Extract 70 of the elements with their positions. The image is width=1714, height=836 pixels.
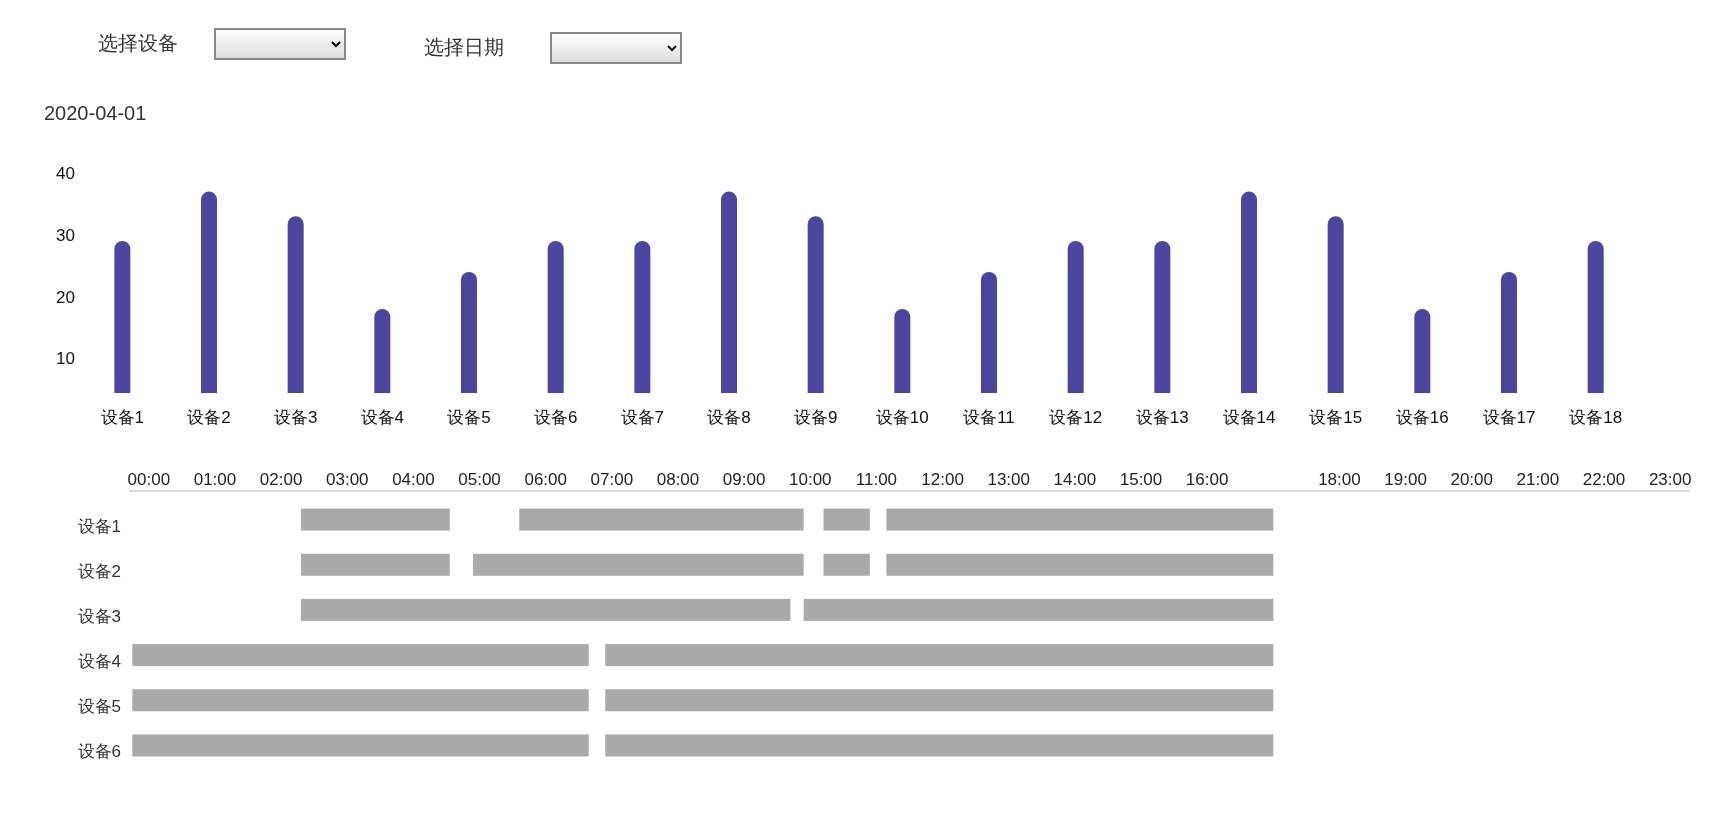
x-tick-label: 设备12 — [1049, 408, 1103, 427]
x-tick-label: 设备13 — [1135, 408, 1189, 427]
y-tick-label: 设备2 — [77, 561, 121, 581]
x-tick-label: 设备10 — [875, 408, 929, 427]
bar — [803, 598, 1274, 621]
text: 选择设备 — [98, 31, 178, 56]
x-tick-label: 设备18 — [1569, 408, 1623, 427]
x-tick-label: 设备6 — [533, 408, 578, 427]
y-tick-label: 设备6 — [77, 742, 121, 762]
x-tick-label: 12:00 — [921, 470, 964, 489]
x-tick-label: 设备17 — [1482, 408, 1536, 427]
x-tick-label: 18:00 — [1318, 470, 1361, 489]
text: 选择日期 — [424, 35, 504, 60]
x-tick-label: 23:00 — [1648, 470, 1692, 489]
y-tick-label: 设备5 — [77, 697, 121, 717]
x-tick-label: 设备4 — [360, 408, 405, 427]
x-tick-label: 02:00 — [259, 470, 303, 489]
x-tick-label: 16:00 — [1185, 470, 1229, 489]
y-tick-label: 10 — [56, 349, 75, 369]
chart-title: 2020-04-01 — [44, 102, 147, 124]
x-tick-label: 设备3 — [273, 408, 318, 427]
bar — [886, 553, 1274, 576]
bar — [823, 553, 870, 576]
x-tick-label: 22:00 — [1582, 470, 1626, 489]
x-tick-label: 10:00 — [789, 470, 832, 489]
x-tick-label: 06:00 — [524, 470, 567, 489]
x-tick-label: 09:00 — [722, 470, 766, 489]
y-tick-label: 20 — [56, 287, 75, 307]
bar — [472, 553, 804, 576]
x-tick-label: 07:00 — [590, 470, 634, 489]
x-tick-label: 11:00 — [855, 470, 898, 489]
x-tick-label: 设备8 — [707, 408, 751, 427]
x-tick-label: 设备11 — [963, 408, 1015, 427]
x-tick-label: 设备16 — [1395, 408, 1449, 427]
bar — [300, 598, 791, 621]
bar — [300, 508, 450, 531]
y-tick-label: 设备1 — [77, 516, 121, 536]
bar — [886, 508, 1274, 531]
x-tick-label: 05:00 — [458, 470, 501, 489]
x-tick-label: 设备7 — [620, 408, 665, 427]
y-tick-label: 设备4 — [77, 652, 121, 672]
bar — [132, 644, 589, 667]
x-tick-label: 13:00 — [987, 470, 1030, 489]
x-tick-label: 设备9 — [793, 408, 838, 427]
x-tick-label: 设备2 — [187, 408, 231, 427]
bar — [519, 508, 804, 531]
y-tick-label: 30 — [56, 225, 75, 245]
x-tick-label: 设备15 — [1309, 408, 1363, 427]
x-tick-label: 设备5 — [447, 408, 491, 427]
bar — [605, 734, 1274, 757]
x-tick-label: 21:00 — [1516, 470, 1560, 489]
x-tick-label: 15:00 — [1119, 470, 1163, 489]
x-tick-label: 04:00 — [392, 470, 435, 489]
y-tick-label: 40 — [56, 164, 75, 183]
bar — [132, 734, 589, 757]
x-tick-label: 08:00 — [656, 470, 700, 489]
x-tick-label: 03:00 — [326, 470, 369, 489]
x-tick-label: 设备14 — [1222, 408, 1276, 427]
bar — [300, 553, 450, 576]
x-tick-label: 14:00 — [1053, 470, 1097, 489]
bar — [823, 508, 870, 531]
x-tick-label: 设备1 — [100, 408, 145, 427]
x-tick-label: 01:00 — [193, 470, 237, 489]
bar — [605, 689, 1274, 712]
x-tick-label: 00:00 — [127, 470, 171, 489]
x-tick-label: 19:00 — [1384, 470, 1427, 489]
y-tick-label: 设备3 — [77, 606, 121, 626]
bar — [605, 644, 1274, 667]
x-tick-label: 20:00 — [1450, 470, 1493, 489]
bar — [132, 689, 589, 712]
